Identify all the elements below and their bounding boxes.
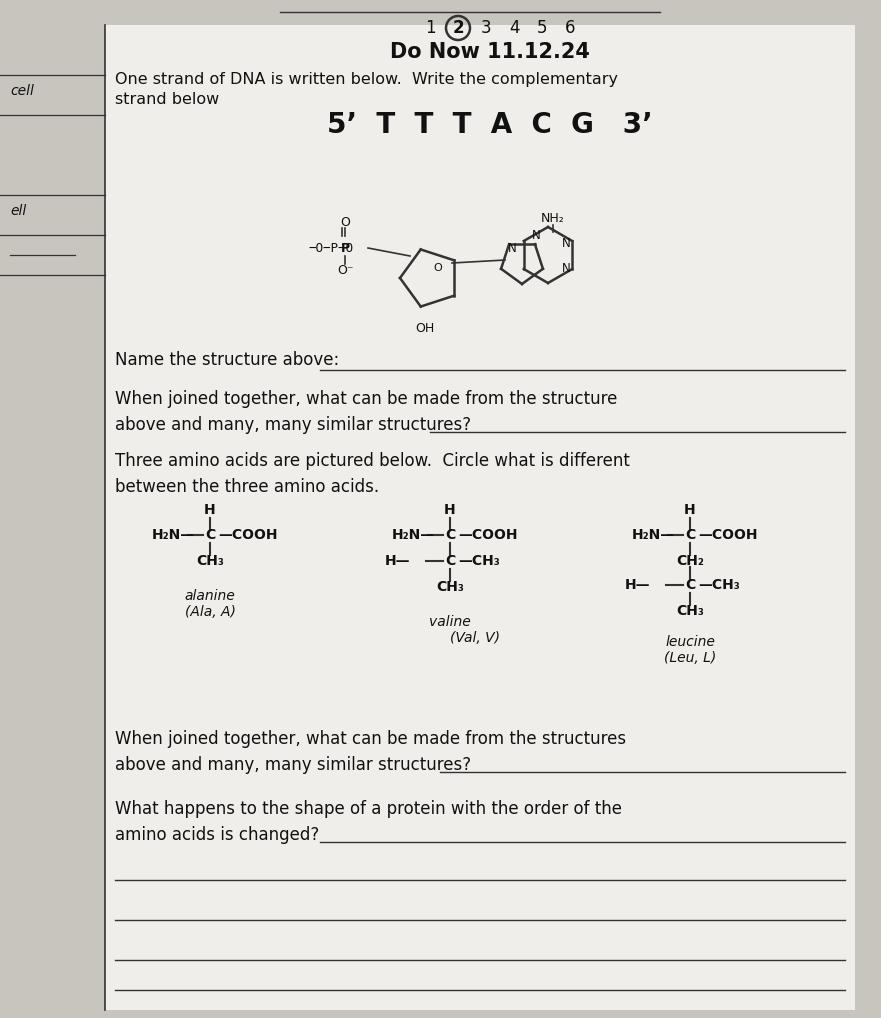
Text: between the three amino acids.: between the three amino acids. [115,478,379,496]
Text: −O−P−O: −O−P−O [308,241,353,254]
Text: —CH₃: —CH₃ [698,578,740,592]
Text: 5’  T  T  T  A  C  G   3’: 5’ T T T A C G 3’ [327,111,653,139]
Text: Three amino acids are pictured below.  Circle what is different: Three amino acids are pictured below. Ci… [115,452,630,470]
Text: above and many, many similar structures?: above and many, many similar structures? [115,416,471,434]
Text: (Val, V): (Val, V) [450,631,500,645]
Text: H—: H— [384,554,410,568]
Text: CH₃: CH₃ [436,580,464,593]
Text: valine: valine [429,615,470,629]
Text: NH₂: NH₂ [541,212,565,225]
FancyBboxPatch shape [105,25,855,1010]
Text: N: N [507,241,516,254]
Text: N: N [531,228,540,241]
Text: alanine: alanine [185,589,235,603]
Text: O: O [340,216,350,228]
Text: CH₂: CH₂ [676,554,704,568]
Text: O⁻: O⁻ [337,264,353,277]
Text: (Leu, L): (Leu, L) [664,651,716,665]
Text: C: C [445,554,455,568]
Text: —CH₃: —CH₃ [458,554,500,568]
Text: 4: 4 [508,19,519,37]
Text: 6: 6 [565,19,575,37]
Text: N: N [561,236,570,249]
Text: —COOH: —COOH [698,528,758,542]
Text: When joined together, what can be made from the structures: When joined together, what can be made f… [115,730,626,748]
Text: CH₃: CH₃ [676,604,704,618]
Text: H—: H— [625,578,650,592]
Text: —COOH: —COOH [218,528,278,542]
Text: ell: ell [10,204,26,218]
Text: 2: 2 [452,19,463,37]
Text: 5: 5 [537,19,547,37]
Text: (Ala, A): (Ala, A) [184,605,235,619]
Text: cell: cell [10,84,33,98]
Text: C: C [445,528,455,542]
Text: 3: 3 [481,19,492,37]
Text: What happens to the shape of a protein with the order of the: What happens to the shape of a protein w… [115,800,622,818]
Text: 1: 1 [425,19,435,37]
Text: H: H [204,503,216,517]
Text: O: O [433,263,442,273]
Text: amino acids is changed?: amino acids is changed? [115,826,319,844]
Text: strand below: strand below [115,92,219,107]
Text: leucine: leucine [665,635,715,649]
Text: C: C [685,578,695,592]
Text: above and many, many similar structures?: above and many, many similar structures? [115,756,471,774]
Text: H₂N—: H₂N— [152,528,195,542]
Text: Do Now 11.12.24: Do Now 11.12.24 [390,42,590,62]
Text: CH₃: CH₃ [196,554,224,568]
Text: P: P [340,241,350,254]
Text: OH: OH [415,322,434,335]
Text: —COOH: —COOH [458,528,517,542]
Text: H₂N—: H₂N— [632,528,675,542]
Text: One strand of DNA is written below.  Write the complementary: One strand of DNA is written below. Writ… [115,72,618,87]
Text: N: N [561,263,570,276]
Text: C: C [205,528,215,542]
Text: H: H [685,503,696,517]
Text: C: C [685,528,695,542]
Text: When joined together, what can be made from the structure: When joined together, what can be made f… [115,390,618,408]
Text: H₂N—: H₂N— [392,528,435,542]
Text: H: H [444,503,455,517]
Text: Name the structure above:: Name the structure above: [115,351,339,369]
